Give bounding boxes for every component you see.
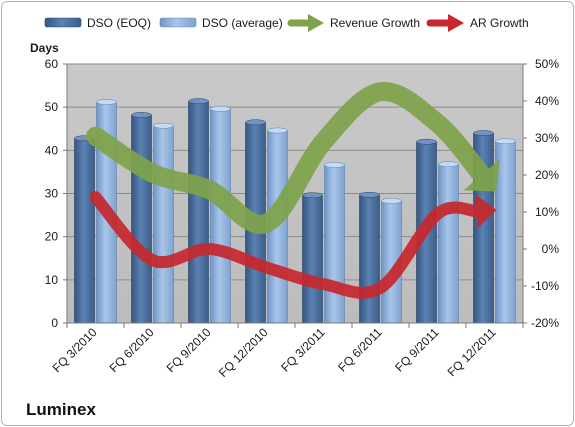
x-tick-label: FQ 9/2010 — [164, 325, 214, 375]
arrow-ar-growth — [89, 191, 497, 299]
legend-swatch-dso-eoq — [44, 17, 82, 28]
x-tick-label: FQ 6/2011 — [335, 325, 385, 375]
bar-cap — [96, 99, 117, 105]
bar-dso-eoq — [74, 135, 95, 324]
bar-dso-average — [438, 161, 459, 324]
bar-cap — [210, 106, 231, 112]
y2-tick-label: 10% — [535, 205, 559, 219]
y2-tick-label: 20% — [535, 168, 559, 182]
bar-body — [188, 100, 209, 324]
bar-cap — [324, 162, 345, 168]
arrow-revenue-growth — [86, 82, 500, 234]
x-axis-ticks: FQ 3/2010 FQ 6/2010 FQ 9/2010 FQ 12/2010 FQ … — [50, 325, 499, 380]
bar-dso-eoq — [302, 192, 323, 324]
arrow-shaft — [86, 82, 492, 234]
arrow-head — [463, 159, 500, 192]
bar-cap — [495, 138, 516, 145]
y2-tick-label: 30% — [535, 131, 559, 145]
bar-cap — [302, 192, 323, 199]
bar-cap — [153, 122, 174, 129]
y-tick-label: 0 — [51, 316, 58, 330]
bar-body — [74, 137, 95, 324]
x-tick-label: FQ 9/2011 — [392, 325, 442, 375]
bar-dso-average — [324, 162, 345, 324]
y-tick-label: 10 — [45, 273, 59, 287]
bar-cap — [438, 161, 459, 167]
bar-cap — [131, 112, 152, 118]
y-axis-title: Days — [30, 41, 59, 55]
x-tick-label: FQ 12/2010 — [216, 325, 271, 380]
y-tick-label: 60 — [45, 57, 59, 71]
x-tick-label: FQ 6/2010 — [107, 325, 157, 375]
bar-body — [438, 163, 459, 324]
bar-cap — [245, 119, 266, 126]
legend-label-ar-growth: AR Growth — [470, 16, 529, 30]
arrow-head — [475, 194, 497, 229]
bar-body — [210, 108, 231, 324]
legend-label-dso-eoq: DSO (EOQ) — [87, 16, 151, 30]
bar-cap — [473, 130, 494, 136]
bar-dso-eoq — [131, 112, 152, 324]
y2-tick-label: 0% — [542, 242, 560, 256]
legend-swatch-dso-average — [159, 17, 197, 28]
bar-cap — [381, 197, 402, 204]
legend-arrow-revenue-growth — [287, 14, 324, 32]
bar-dso-average — [153, 122, 174, 324]
legend-label-dso-average: DSO (average) — [202, 16, 283, 30]
bar-cap — [267, 127, 288, 134]
bar-cap — [416, 138, 437, 145]
bar-body — [153, 125, 174, 324]
y-tick-label: 50 — [45, 100, 59, 114]
y-axis-ticks: 0 10 20 30 40 50 60 — [45, 57, 67, 330]
bar-dso-average — [495, 138, 516, 324]
x-tick-label: FQ 12/2011 — [445, 325, 499, 379]
y-tick-label: 20 — [45, 230, 59, 244]
bar-body — [359, 194, 380, 324]
legend-label-revenue-growth: Revenue Growth — [330, 16, 420, 30]
y-tick-label: 40 — [45, 143, 59, 157]
bar-dso-eoq — [359, 191, 380, 324]
y2-tick-label: 50% — [535, 57, 559, 71]
bar-cap — [359, 191, 380, 198]
growth-arrows — [86, 82, 500, 299]
bar-body — [302, 194, 323, 324]
x-tick-label: FQ 3/2010 — [50, 325, 100, 375]
bar-cap — [188, 98, 209, 104]
y2-tick-label: 40% — [535, 94, 559, 108]
brand-label: Luminex — [26, 400, 96, 419]
arrow-shaft — [89, 191, 483, 299]
legend-arrow-ar-growth — [426, 14, 464, 32]
y2-axis-ticks: -20% -10% 0% 10% 20% 30% 40% 50% — [523, 57, 559, 330]
bar-dso-eoq — [188, 98, 209, 324]
y2-tick-label: -10% — [531, 279, 559, 293]
x-tick-label: FQ 3/2011 — [278, 325, 328, 375]
legend: DSO (EOQ) DSO (average) Revenue Growth A… — [44, 14, 529, 32]
bar-body — [131, 114, 152, 324]
y2-tick-label: -20% — [531, 316, 559, 330]
bar-body — [324, 164, 345, 324]
y-tick-label: 30 — [45, 187, 59, 201]
